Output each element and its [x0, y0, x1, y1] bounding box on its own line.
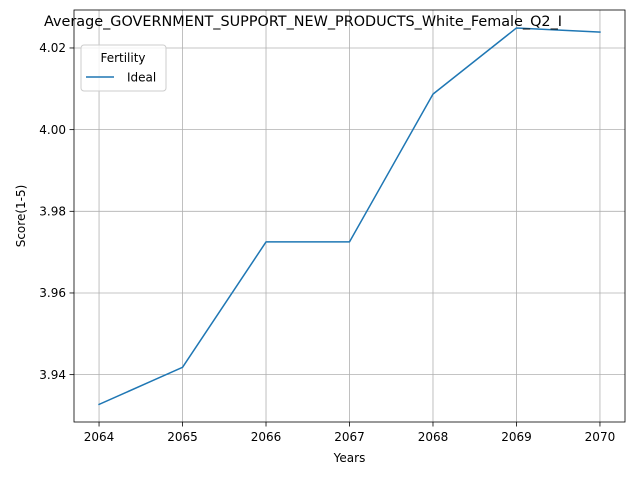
- x-tick-label: 2064: [84, 430, 115, 444]
- y-tick-label: 4.02: [39, 41, 66, 55]
- y-axis: 3.94 3.96 3.98 4.00 4.02: [39, 41, 74, 382]
- x-tick-label: 2069: [501, 430, 532, 444]
- legend: Fertility Ideal: [80, 44, 167, 92]
- chart-title: Average_GOVERNMENT_SUPPORT_NEW_PRODUCTS_…: [44, 14, 562, 30]
- y-tick-label: 3.96: [39, 286, 66, 300]
- y-tick-label: 3.98: [39, 205, 66, 219]
- x-axis-label: Years: [333, 451, 366, 465]
- x-tick-label: 2067: [334, 430, 365, 444]
- series-line-ideal: [98, 27, 601, 406]
- x-tick-label: 2065: [167, 430, 198, 444]
- x-tick-label: 2070: [585, 430, 616, 444]
- legend-title: Fertility: [100, 51, 145, 65]
- y-axis-label: Score(1-5): [14, 185, 28, 248]
- legend-label: Ideal: [127, 71, 156, 85]
- x-tick-label: 2068: [418, 430, 449, 444]
- y-tick-label: 3.94: [39, 368, 66, 382]
- series-layer: [98, 27, 601, 406]
- x-axis: 2064 2065 2066 2067 2068 2069 2070: [84, 422, 615, 444]
- x-tick-label: 2066: [251, 430, 282, 444]
- legend-box: [80, 44, 167, 92]
- y-tick-label: 4.00: [39, 123, 66, 137]
